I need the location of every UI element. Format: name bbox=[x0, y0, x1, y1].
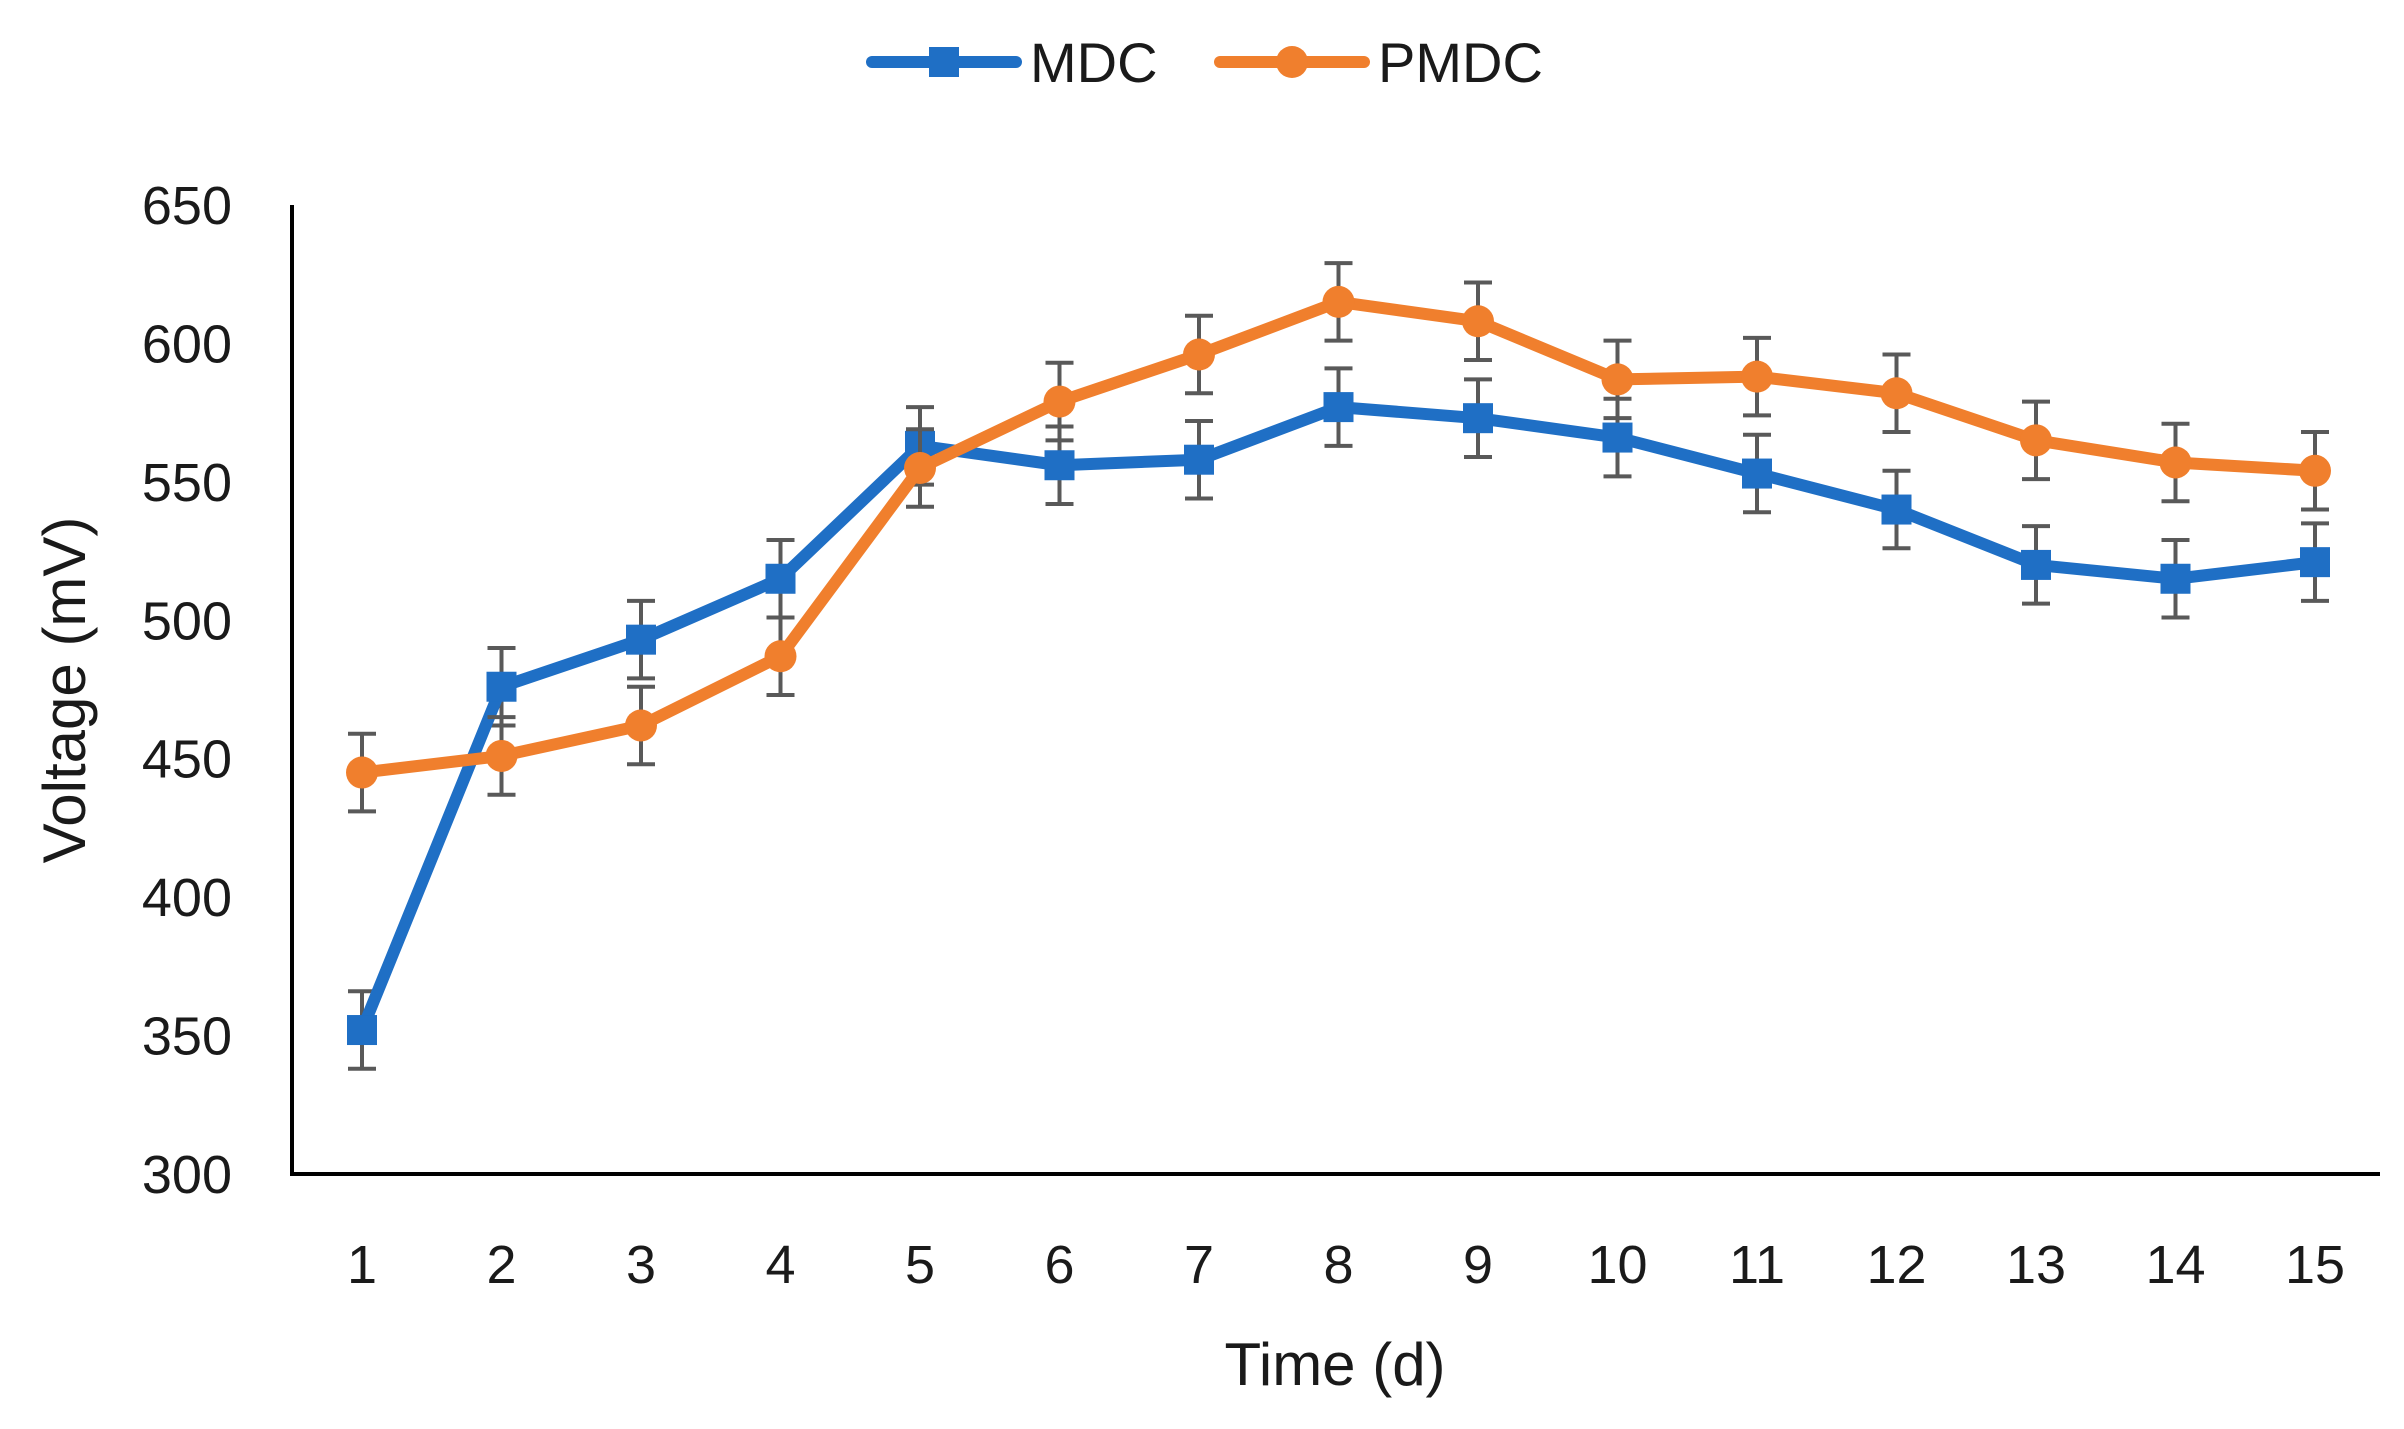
y-tick-label: 350 bbox=[142, 1007, 232, 1067]
x-tick-label: 6 bbox=[1044, 1235, 1074, 1295]
data-point-mdc bbox=[1742, 458, 1772, 489]
series-layer bbox=[346, 261, 2331, 1071]
data-point-pmdc bbox=[1741, 360, 1773, 393]
x-tick-label: 2 bbox=[486, 1235, 516, 1295]
x-tick-label: 1 bbox=[347, 1235, 377, 1295]
x-tick-label: 10 bbox=[1587, 1235, 1647, 1295]
legend-item-pmdc: PMDC bbox=[1214, 31, 1543, 94]
series-mdc bbox=[347, 366, 2330, 1071]
data-point-mdc bbox=[626, 624, 656, 655]
data-point-pmdc bbox=[904, 452, 936, 485]
legend-marker-pmdc bbox=[1276, 46, 1308, 78]
data-point-mdc bbox=[1602, 422, 1633, 453]
data-point-pmdc bbox=[1462, 305, 1494, 338]
data-point-pmdc bbox=[485, 739, 518, 772]
data-point-pmdc bbox=[1183, 338, 1215, 371]
x-tick-label: 13 bbox=[2006, 1235, 2066, 1295]
data-point-pmdc bbox=[1880, 377, 1913, 410]
x-tick-label: 5 bbox=[905, 1235, 935, 1295]
x-tick-label: 11 bbox=[1729, 1235, 1785, 1295]
data-point-pmdc bbox=[625, 709, 657, 742]
y-tick-label: 600 bbox=[142, 314, 232, 374]
y-axis-ticks: 300 350 400 450 500 550 600 650 bbox=[142, 176, 232, 1205]
data-point-mdc bbox=[1323, 392, 1354, 423]
y-tick-label: 300 bbox=[142, 1145, 232, 1205]
data-point-mdc bbox=[1881, 494, 1912, 525]
data-point-pmdc bbox=[1043, 385, 1076, 418]
series-pmdc bbox=[346, 261, 2331, 814]
legend-label-mdc: MDC bbox=[1030, 31, 1158, 94]
data-point-pmdc bbox=[2159, 446, 2192, 479]
y-tick-label: 400 bbox=[142, 868, 232, 928]
x-tick-label: 7 bbox=[1184, 1235, 1214, 1295]
data-point-pmdc bbox=[1601, 363, 1634, 396]
x-axis-ticks: 1 2 3 4 5 6 7 8 9 10 11 12 13 14 15 bbox=[347, 1235, 2345, 1295]
data-point-mdc bbox=[2021, 549, 2051, 580]
data-point-mdc bbox=[486, 671, 517, 702]
x-tick-label: 8 bbox=[1323, 1235, 1353, 1295]
x-tick-label: 12 bbox=[1866, 1235, 1926, 1295]
data-point-mdc bbox=[765, 563, 796, 594]
y-tick-label: 450 bbox=[142, 730, 232, 790]
data-point-pmdc bbox=[2299, 454, 2331, 487]
legend: MDC PMDC bbox=[866, 31, 1543, 94]
data-point-pmdc bbox=[346, 756, 378, 789]
x-tick-label: 3 bbox=[626, 1235, 656, 1295]
x-axis-title: Time (d) bbox=[1224, 1331, 1445, 1398]
x-tick-label: 15 bbox=[2285, 1235, 2345, 1295]
data-point-mdc bbox=[2300, 547, 2330, 578]
legend-label-pmdc: PMDC bbox=[1378, 31, 1543, 94]
data-point-mdc bbox=[1044, 450, 1075, 481]
data-point-mdc bbox=[1184, 444, 1214, 475]
data-point-pmdc bbox=[2020, 424, 2052, 457]
data-point-mdc bbox=[347, 1015, 377, 1046]
data-point-pmdc bbox=[764, 640, 797, 673]
y-tick-label: 550 bbox=[142, 453, 232, 513]
data-point-mdc bbox=[1463, 403, 1493, 434]
legend-marker-mdc bbox=[929, 47, 959, 77]
x-tick-label: 4 bbox=[765, 1235, 795, 1295]
x-tick-label: 14 bbox=[2145, 1235, 2205, 1295]
y-tick-label: 500 bbox=[142, 591, 232, 651]
legend-item-mdc: MDC bbox=[866, 31, 1158, 94]
data-point-mdc bbox=[2160, 563, 2191, 594]
y-axis-title: Voltage (mV) bbox=[31, 517, 98, 864]
y-tick-label: 650 bbox=[142, 176, 232, 236]
x-tick-label: 9 bbox=[1463, 1235, 1493, 1295]
data-point-pmdc bbox=[1322, 285, 1355, 318]
